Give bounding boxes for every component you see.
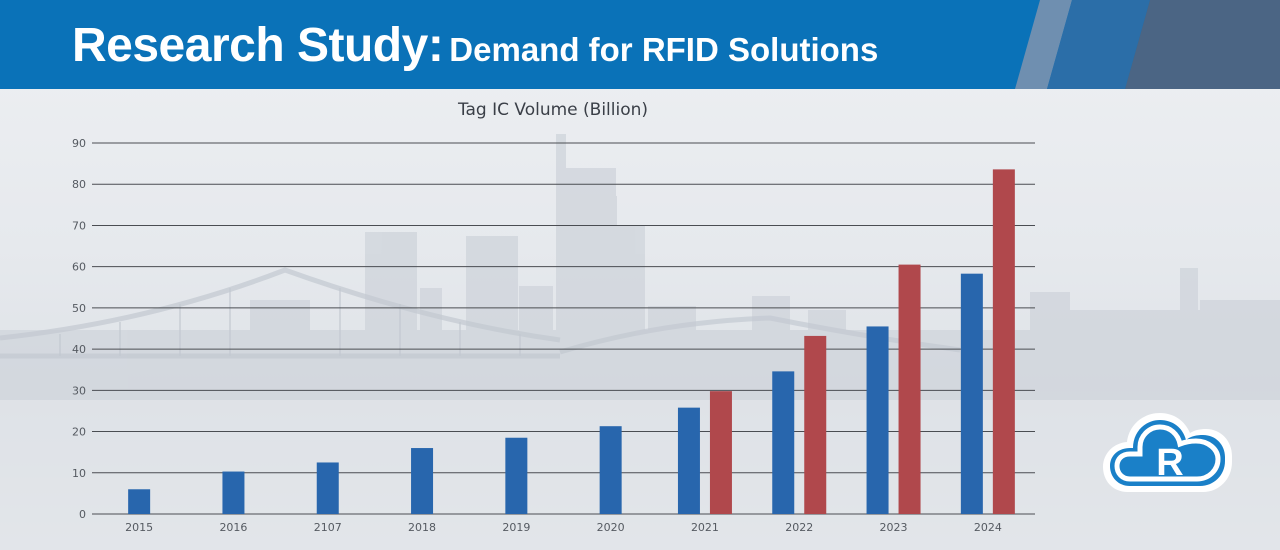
chart-title: Tag IC Volume (Billion) xyxy=(457,100,648,120)
logo-letter: R xyxy=(1156,442,1183,484)
banner-title-sub: Demand for RFID Solutions xyxy=(449,31,879,68)
bar-2016-series-1 xyxy=(222,471,245,514)
bar-2015-series-1 xyxy=(128,489,151,514)
x-tick-label: 2016 xyxy=(219,521,247,534)
y-tick-label: 80 xyxy=(72,178,86,191)
chart-bars xyxy=(128,169,1015,514)
y-tick-label: 60 xyxy=(72,261,86,274)
x-tick-label: 2023 xyxy=(880,521,908,534)
y-tick-label: 50 xyxy=(72,302,86,315)
x-tick-label: 2015 xyxy=(125,521,153,534)
tag-ic-volume-chart: Tag IC Volume (Billion) 0 10 20 30 40 50 60 70 8… xyxy=(72,100,1035,534)
y-tick-label: 30 xyxy=(72,384,86,397)
chart-gridlines xyxy=(92,142,1035,515)
bar-2024-series-1 xyxy=(960,273,983,514)
bar-2022-series-2 xyxy=(804,335,827,514)
bar-2018-series-1 xyxy=(411,448,434,514)
x-axis-ticks: 2015 2016 2107 2018 2019 2020 2021 2022 2023 2024 xyxy=(125,521,1002,534)
x-tick-label: 2021 xyxy=(691,521,719,534)
bar-2023-series-2 xyxy=(898,264,921,514)
cloud-r-logo-icon: R xyxy=(1103,413,1232,492)
x-tick-label: 2024 xyxy=(974,521,1002,534)
y-tick-label: 40 xyxy=(72,343,86,356)
banner-title-main: Research Study: xyxy=(72,19,444,72)
bar-2021-series-2 xyxy=(709,391,732,514)
x-tick-label: 2022 xyxy=(785,521,813,534)
banner-header: Research Study: Demand for RFID Solutions xyxy=(0,0,1280,89)
header-diagonal-stripes xyxy=(1015,0,1280,89)
x-tick-label: 2020 xyxy=(597,521,625,534)
bar-2023-series-1 xyxy=(866,326,889,514)
bar-2022-series-1 xyxy=(772,371,795,514)
y-tick-label: 0 xyxy=(79,508,86,521)
x-tick-label: 2019 xyxy=(502,521,530,534)
bar-2020-series-1 xyxy=(599,426,622,514)
y-tick-label: 20 xyxy=(72,426,86,439)
y-tick-label: 90 xyxy=(72,137,86,150)
bar-2019-series-1 xyxy=(505,437,528,514)
bar-2107-series-1 xyxy=(316,462,339,514)
banner-title: Research Study: Demand for RFID Solutions xyxy=(72,18,878,73)
y-tick-label: 70 xyxy=(72,219,86,232)
x-tick-label: 2107 xyxy=(314,521,342,534)
bar-2021-series-1 xyxy=(677,407,700,514)
y-tick-label: 10 xyxy=(72,467,86,480)
bar-2024-series-2 xyxy=(992,169,1015,514)
x-tick-label: 2018 xyxy=(408,521,436,534)
y-axis-ticks: 0 10 20 30 40 50 60 70 80 90 xyxy=(72,137,86,521)
